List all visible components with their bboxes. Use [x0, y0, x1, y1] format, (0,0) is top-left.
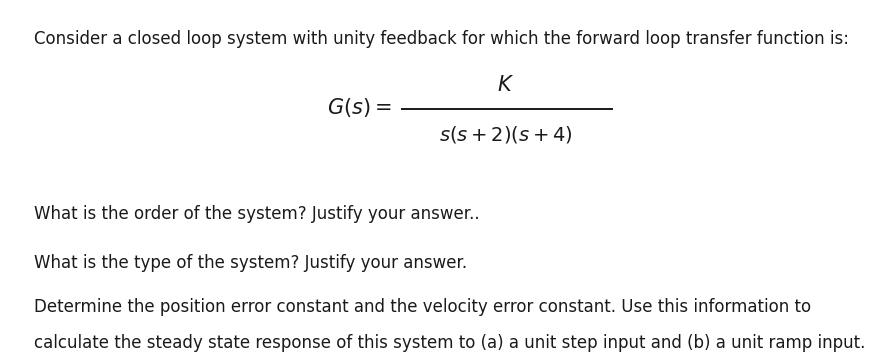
Text: Consider a closed loop system with unity feedback for which the forward loop tra: Consider a closed loop system with unity… [34, 30, 848, 48]
Text: calculate the steady state response of this system to (a) a unit step input and : calculate the steady state response of t… [34, 334, 864, 352]
Text: $\mathit{s}(\mathit{s}+2)(\mathit{s}+4)$: $\mathit{s}(\mathit{s}+2)(\mathit{s}+4)$ [438, 124, 572, 145]
Text: $\mathit{G}(\mathit{s}) =$: $\mathit{G}(\mathit{s}) =$ [326, 96, 391, 119]
Text: $\mathit{K}$: $\mathit{K}$ [496, 75, 514, 95]
Text: What is the order of the system? Justify your answer..: What is the order of the system? Justify… [34, 205, 479, 223]
Text: What is the type of the system? Justify your answer.: What is the type of the system? Justify … [34, 254, 467, 272]
Text: Determine the position error constant and the velocity error constant. Use this : Determine the position error constant an… [34, 298, 810, 316]
